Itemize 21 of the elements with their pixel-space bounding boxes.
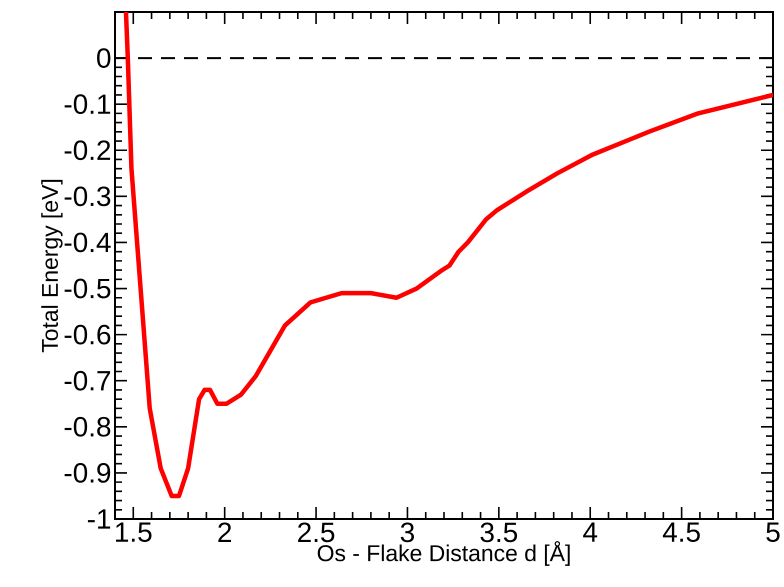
y-tick-label: -0.2 [64, 140, 110, 160]
x-tick-label: 2.5 [298, 522, 334, 542]
y-tick-label: -0.4 [64, 232, 111, 252]
y-tick-label: -0.3 [64, 186, 110, 206]
x-tick-label: 3 [400, 522, 414, 542]
x-tick-label: 4.5 [662, 522, 700, 542]
y-tick-label: -0.9 [64, 463, 110, 483]
y-tick-label: -0.5 [64, 278, 110, 298]
x-axis-title: Os - Flake Distance d [Å] [318, 541, 570, 566]
x-tick-label: 5 [766, 522, 780, 542]
y-tick-label: -0.8 [64, 416, 110, 437]
y-tick-label: -1 [88, 509, 110, 529]
x-tick-label: 2 [218, 522, 232, 542]
y-axis-title: Total Energy [eV] [41, 180, 63, 352]
x-tick-label: 3.5 [480, 522, 518, 542]
y-tick-label: -0.1 [64, 94, 110, 114]
x-tick-label: 1.5 [116, 522, 152, 542]
y-tick-label: -0.6 [64, 324, 110, 344]
y-tick-label: -0.7 [64, 370, 110, 391]
y-tick-label: 0 [97, 48, 110, 68]
x-tick-label: 4 [583, 522, 598, 542]
